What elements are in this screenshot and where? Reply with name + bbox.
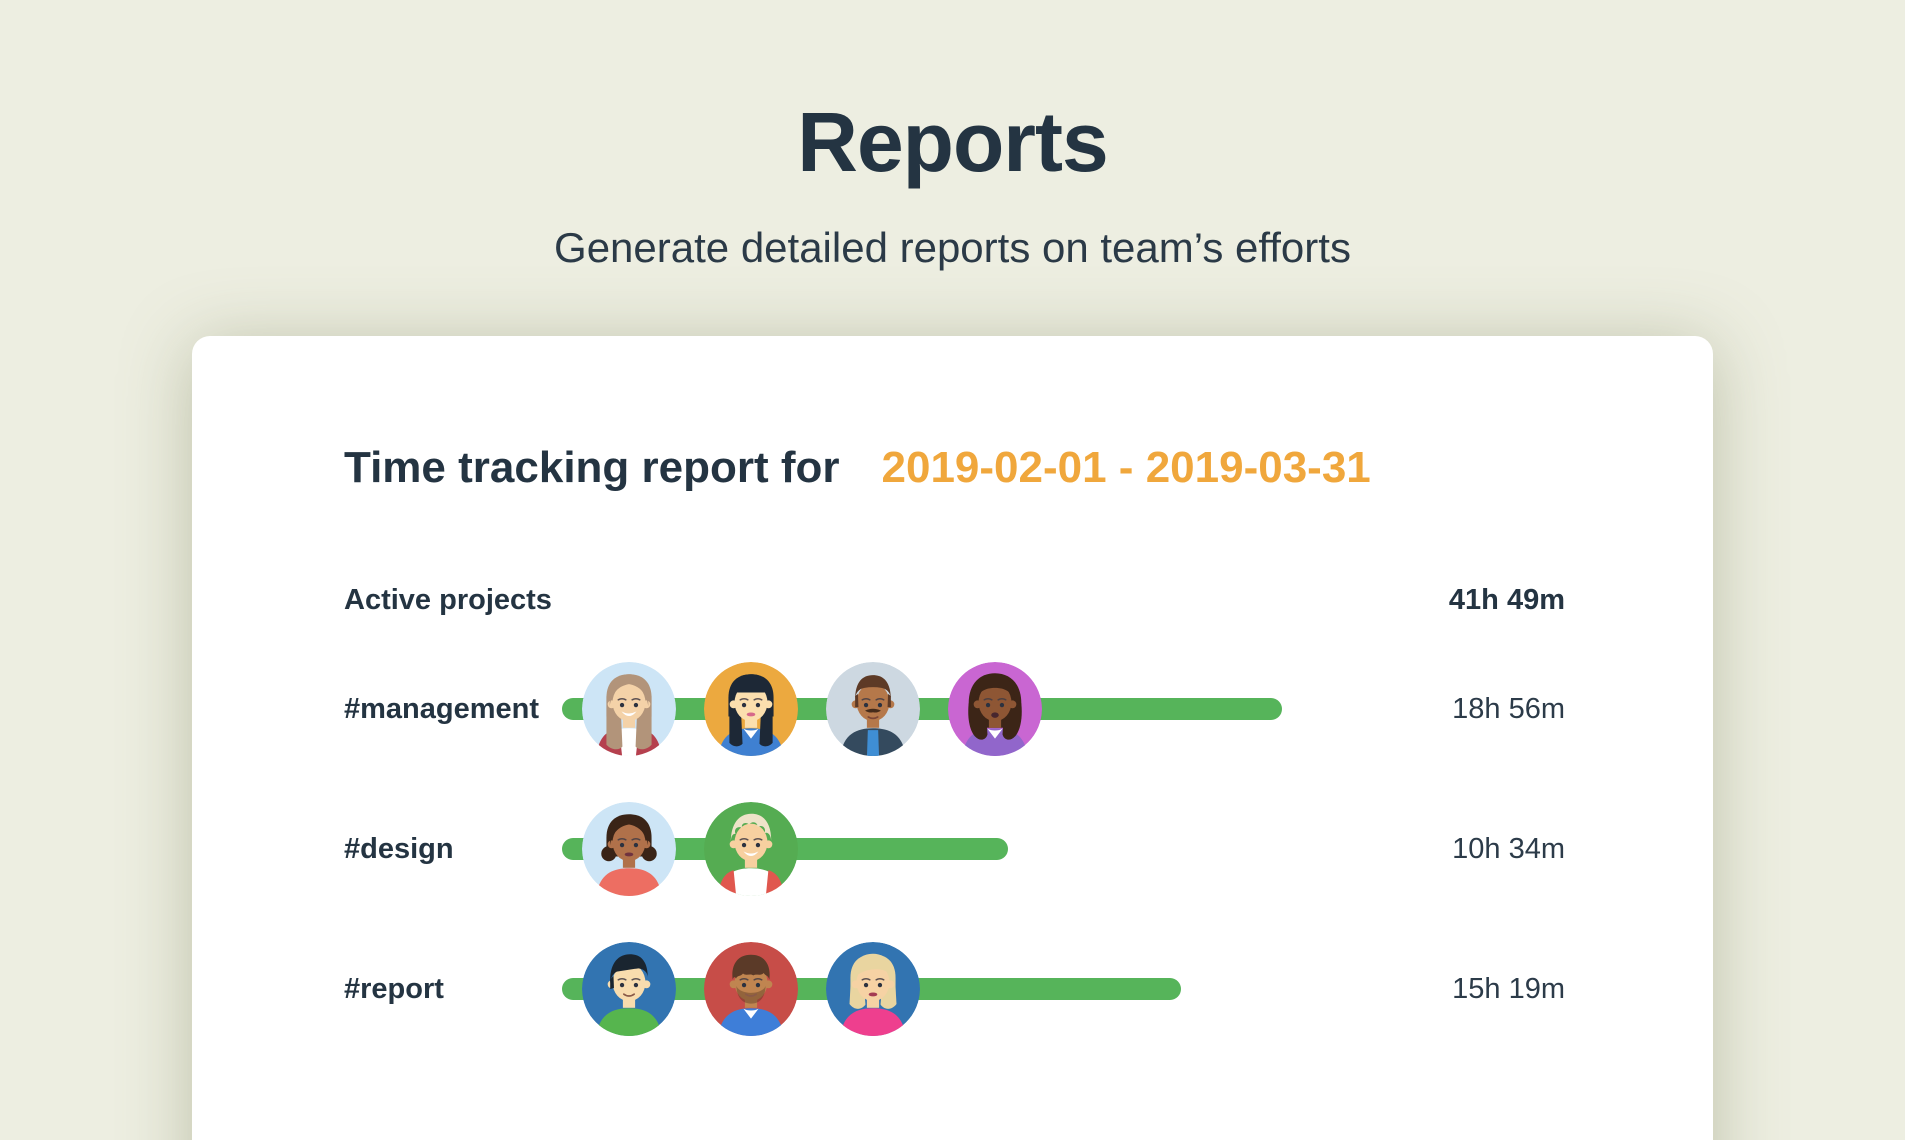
- project-label: #design: [344, 832, 454, 865]
- project-row: #design 10h 34m: [344, 779, 1565, 919]
- woman-tan-hair-avatar: [582, 662, 676, 757]
- project-label: #report: [344, 972, 444, 1005]
- woman-dark-curls-avatar: [948, 662, 1042, 757]
- report-heading: Time tracking report for: [344, 443, 840, 492]
- project-bar-area: [562, 919, 1413, 1059]
- summary-row: Active projects 41h 49m: [344, 584, 1565, 617]
- project-bar-area: [562, 639, 1413, 779]
- project-time: 10h 34m: [1452, 832, 1565, 865]
- girl-side-buns-avatar: [582, 802, 676, 897]
- man-mustache-avatar: [826, 662, 920, 757]
- person-black-hair-avatar: [582, 942, 676, 1037]
- man-curly-beard-avatar: [704, 942, 798, 1037]
- page-subtitle: Generate detailed reports on team’s effo…: [554, 224, 1351, 271]
- projects-list: #management: [344, 639, 1565, 1059]
- project-label: #management: [344, 692, 540, 725]
- woman-black-bangs-avatar: [704, 662, 798, 757]
- woman-blonde-bob-avatar: [826, 942, 920, 1037]
- hero-section: Reports Generate detailed reports on tea…: [0, 0, 1905, 272]
- project-time: 15h 19m: [1452, 972, 1565, 1005]
- project-time: 18h 56m: [1452, 692, 1565, 725]
- report-card: Time tracking report for 2019-02-01 - 20…: [192, 336, 1713, 1140]
- project-row: #report: [344, 919, 1565, 1059]
- active-projects-label: Active projects: [344, 584, 552, 617]
- project-row: #management: [344, 639, 1565, 779]
- report-heading-row: Time tracking report for 2019-02-01 - 20…: [344, 443, 1565, 492]
- boy-blond-avatar: [704, 802, 798, 897]
- date-range[interactable]: 2019-02-01 - 2019-03-31: [881, 443, 1371, 492]
- project-bar-area: [562, 779, 1413, 919]
- total-time: 41h 49m: [1448, 584, 1565, 617]
- page-title: Reports: [797, 95, 1108, 189]
